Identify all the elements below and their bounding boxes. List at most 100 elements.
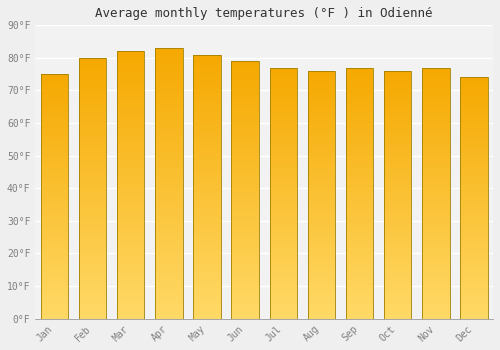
Bar xyxy=(384,154,411,155)
Bar xyxy=(270,221,297,222)
Bar xyxy=(232,206,259,208)
Bar xyxy=(460,307,487,308)
Bar xyxy=(232,294,259,295)
Bar xyxy=(270,290,297,291)
Bar xyxy=(422,116,450,117)
Bar xyxy=(460,176,487,177)
Bar xyxy=(117,240,144,241)
Bar xyxy=(193,301,220,303)
Bar xyxy=(117,267,144,268)
Bar xyxy=(308,134,335,135)
Bar xyxy=(117,196,144,197)
Bar xyxy=(346,232,374,233)
Bar xyxy=(422,108,450,109)
Bar xyxy=(155,316,182,317)
Bar xyxy=(193,140,220,142)
Bar xyxy=(193,174,220,175)
Bar xyxy=(422,253,450,255)
Bar xyxy=(270,232,297,233)
Bar xyxy=(79,113,106,114)
Bar xyxy=(460,303,487,304)
Bar xyxy=(346,150,374,152)
Bar xyxy=(193,125,220,126)
Bar xyxy=(422,176,450,177)
Bar xyxy=(270,113,297,114)
Bar xyxy=(346,291,374,292)
Bar xyxy=(193,292,220,294)
Bar xyxy=(422,76,450,78)
Bar xyxy=(232,209,259,210)
Bar xyxy=(79,309,106,311)
Bar xyxy=(117,66,144,68)
Bar xyxy=(155,149,182,151)
Bar xyxy=(270,237,297,238)
Bar xyxy=(422,119,450,120)
Bar xyxy=(346,170,374,172)
Bar xyxy=(270,189,297,191)
Bar xyxy=(346,71,374,73)
Bar xyxy=(117,173,144,174)
Bar xyxy=(79,72,106,74)
Bar xyxy=(79,218,106,219)
Bar xyxy=(155,85,182,86)
Bar xyxy=(384,263,411,264)
Bar xyxy=(79,265,106,266)
Bar xyxy=(193,68,220,69)
Bar xyxy=(308,247,335,248)
Bar xyxy=(270,86,297,88)
Bar xyxy=(193,201,220,203)
Bar xyxy=(117,234,144,236)
Bar xyxy=(346,237,374,238)
Bar xyxy=(422,118,450,119)
Bar xyxy=(79,94,106,96)
Bar xyxy=(270,184,297,186)
Bar xyxy=(117,93,144,94)
Bar xyxy=(40,118,68,119)
Bar xyxy=(270,140,297,142)
Bar xyxy=(232,290,259,292)
Bar xyxy=(346,149,374,150)
Bar xyxy=(193,164,220,166)
Bar xyxy=(460,152,487,153)
Bar xyxy=(346,266,374,267)
Bar xyxy=(117,304,144,305)
Bar xyxy=(232,213,259,214)
Bar xyxy=(117,210,144,212)
Bar xyxy=(40,88,68,89)
Bar xyxy=(40,288,68,289)
Bar xyxy=(308,97,335,98)
Bar xyxy=(40,253,68,254)
Bar xyxy=(270,152,297,153)
Bar xyxy=(422,133,450,134)
Bar xyxy=(384,145,411,147)
Bar xyxy=(270,198,297,200)
Bar xyxy=(193,317,220,318)
Bar xyxy=(460,317,487,318)
Bar xyxy=(460,136,487,138)
Bar xyxy=(79,157,106,158)
Bar xyxy=(232,316,259,317)
Bar xyxy=(117,215,144,216)
Bar xyxy=(193,196,220,197)
Bar xyxy=(270,108,297,109)
Bar xyxy=(422,305,450,306)
Bar xyxy=(384,249,411,251)
Bar xyxy=(193,105,220,106)
Bar xyxy=(460,202,487,203)
Bar xyxy=(40,131,68,132)
Bar xyxy=(384,265,411,267)
Bar xyxy=(308,112,335,113)
Bar xyxy=(422,282,450,284)
Bar xyxy=(155,212,182,213)
Bar xyxy=(40,209,68,210)
Bar xyxy=(346,186,374,187)
Bar xyxy=(79,316,106,317)
Bar xyxy=(422,260,450,261)
Bar xyxy=(270,88,297,89)
Bar xyxy=(155,217,182,218)
Bar xyxy=(422,174,450,176)
Bar xyxy=(346,303,374,305)
Bar xyxy=(384,308,411,309)
Bar xyxy=(384,283,411,284)
Bar xyxy=(308,244,335,246)
